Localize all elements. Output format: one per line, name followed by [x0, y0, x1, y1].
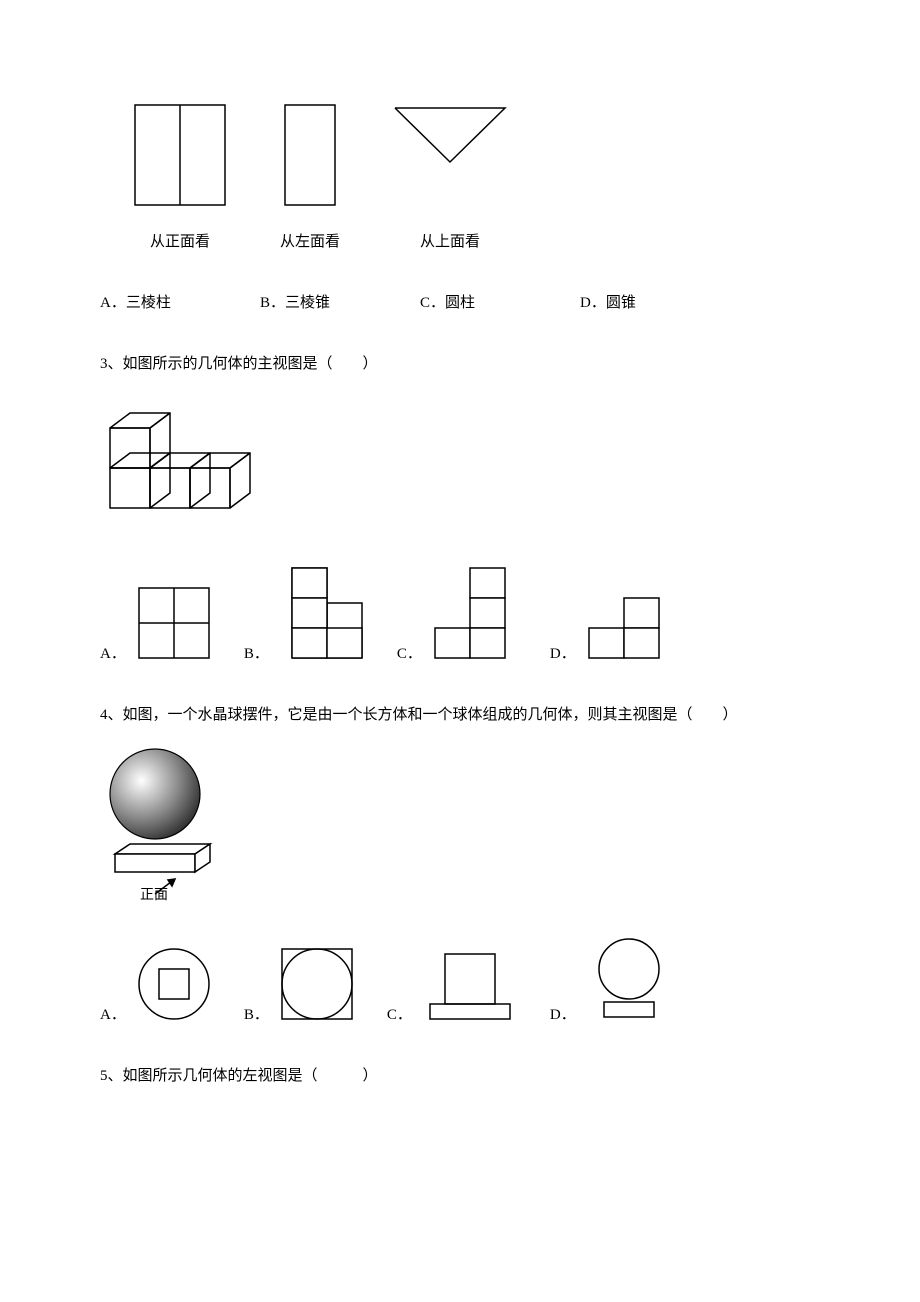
views-figure-row [130, 100, 820, 210]
q3-options: A． B． [100, 563, 820, 663]
q4-solid-svg: 正面 [100, 744, 220, 904]
q2-option-a: A．三棱柱 [100, 291, 260, 312]
left-view-svg [280, 100, 340, 210]
q4-opt-c-svg [420, 944, 520, 1024]
q2-option-d: D．圆锥 [580, 291, 740, 312]
q4-text: 4、如图，一个水晶球摆件，它是由一个长方体和一个球体组成的几何体，则其主视图是（… [100, 703, 820, 724]
q2-options: A．三棱柱 B．三棱锥 C．圆柱 D．圆锥 [100, 291, 820, 312]
page: 从正面看 从左面看 从上面看 A．三棱柱 B．三棱锥 C．圆柱 D．圆锥 3、如… [0, 0, 920, 1205]
q3-option-b-label: B． [244, 642, 269, 663]
q4-option-a-label: A． [100, 1003, 126, 1024]
q4-option-c: C． [387, 944, 520, 1024]
left-view-caption: 从左面看 [280, 230, 340, 251]
q2-option-b: B．三棱锥 [260, 291, 420, 312]
q4-opt-d-svg [584, 934, 674, 1024]
q4-solid-figure: 正面 [100, 744, 820, 904]
top-view-figure [390, 100, 510, 170]
q4-opt-b-svg [277, 944, 357, 1024]
q4-option-b-label: B． [244, 1003, 269, 1024]
q5-text: 5、如图所示几何体的左视图是（ ） [100, 1064, 820, 1085]
q3-option-a: A． [100, 583, 214, 663]
q4-option-b: B． [244, 944, 357, 1024]
q3-opt-a-svg [134, 583, 214, 663]
front-view-figure [130, 100, 230, 210]
q2-option-c: C．圆柱 [420, 291, 580, 312]
q4-option-a: A． [100, 944, 214, 1024]
front-view-caption: 从正面看 [130, 230, 230, 251]
q4-options: A． B． C． D． [100, 934, 820, 1024]
q4-option-d: D． [550, 934, 674, 1024]
front-view-svg [130, 100, 230, 210]
q3-solid-svg [100, 393, 260, 533]
top-view-svg [390, 100, 510, 170]
views-caption-row: 从正面看 从左面看 从上面看 [130, 230, 820, 251]
q3-opt-c-svg [430, 563, 520, 663]
q3-option-a-label: A． [100, 642, 126, 663]
q4-option-c-label: C． [387, 1003, 412, 1024]
q3-option-b: B． [244, 563, 367, 663]
q3-option-d: D． [550, 593, 674, 663]
q3-opt-b-svg [277, 563, 367, 663]
q4-option-d-label: D． [550, 1003, 576, 1024]
q4-opt-a-svg [134, 944, 214, 1024]
q3-option-d-label: D． [550, 642, 576, 663]
q3-text: 3、如图所示的几何体的主视图是（ ） [100, 352, 820, 373]
q4-front-label-text: 正面 [140, 888, 168, 903]
q3-option-c: C． [397, 563, 520, 663]
left-view-figure [280, 100, 340, 210]
q3-opt-d-svg [584, 593, 674, 663]
q3-solid-figure [100, 393, 820, 533]
top-view-caption: 从上面看 [390, 230, 510, 251]
q3-option-c-label: C． [397, 642, 422, 663]
